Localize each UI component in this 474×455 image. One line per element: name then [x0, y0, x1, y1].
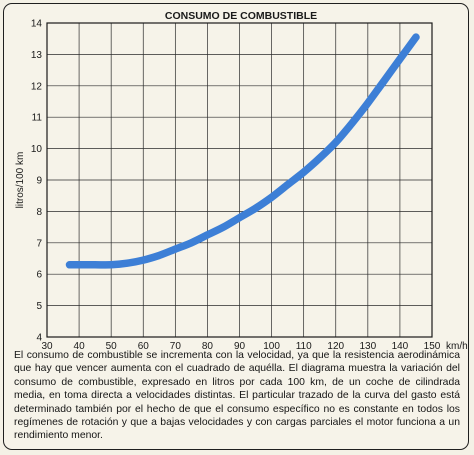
x-axis-ticks: 30 40 50 60 70 80 90 100 110 120 130 140 150 [41, 341, 440, 352]
y-axis-label: litros/100 km [15, 152, 26, 209]
y-tick-label: 14 [31, 19, 43, 30]
x-tick-label: 120 [327, 341, 344, 352]
chart-grid [46, 22, 433, 338]
y-tick-label: 10 [31, 144, 43, 155]
x-tick-label: 40 [74, 341, 86, 352]
figure-frame [3, 3, 469, 450]
x-tick-label: 90 [234, 341, 246, 352]
x-tick-label: 110 [296, 341, 312, 352]
y-tick-label: 9 [36, 176, 42, 187]
y-tick-label: 4 [36, 333, 42, 344]
y-tick-label: 6 [36, 270, 42, 281]
x-tick-label: 30 [41, 341, 53, 352]
y-tick-label: 11 [32, 113, 43, 124]
x-tick-label: 150 [424, 341, 441, 352]
x-tick-label: 130 [359, 341, 376, 352]
y-axis-ticks: 4 5 6 7 8 9 10 11 12 13 14 [31, 19, 43, 344]
y-tick-label: 13 [31, 50, 43, 61]
y-tick-label: 12 [31, 81, 43, 92]
chart-title: CONSUMO DE COMBUSTIBLE [165, 10, 317, 22]
x-tick-label: 140 [392, 341, 409, 352]
figure-caption: El consumo de combustible se incrementa … [14, 350, 460, 442]
x-tick-label: 70 [170, 341, 182, 352]
y-tick-label: 8 [36, 207, 42, 218]
x-tick-label: 80 [202, 341, 214, 352]
x-tick-label: 60 [138, 341, 150, 352]
y-tick-label: 7 [36, 238, 42, 249]
x-tick-label: 50 [106, 341, 118, 352]
x-axis-label: km/h [446, 341, 468, 352]
series-line-fuel-consumption [65, 33, 420, 269]
x-tick-label: 100 [263, 341, 280, 352]
plot-border [46, 22, 433, 338]
y-tick-label: 5 [36, 301, 42, 312]
